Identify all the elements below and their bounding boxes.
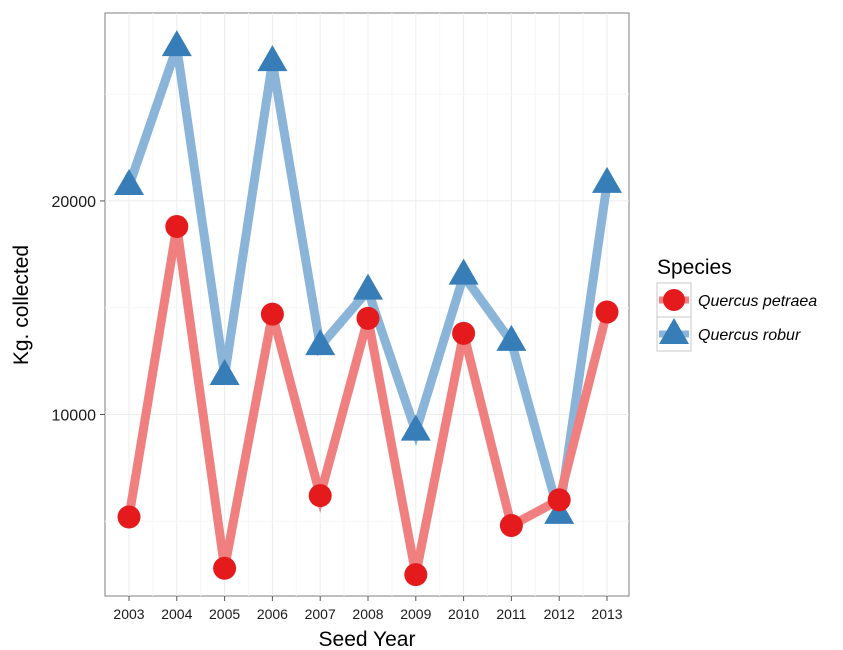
data-point-petraea [452,322,475,345]
x-tick-label: 2013 [591,606,622,622]
data-point-petraea [548,488,571,511]
data-point-petraea [309,484,332,507]
x-tick-label: 2009 [400,606,431,622]
data-point-petraea [213,557,236,580]
data-point-petraea [500,514,523,537]
x-tick-label: 2011 [496,606,526,622]
x-tick-label: 2010 [448,606,479,622]
data-point-petraea [596,300,619,323]
x-tick-label: 2012 [544,606,575,622]
x-tick-label: 2003 [113,606,144,622]
x-tick-label: 2005 [209,606,240,622]
legend-marker-circle [663,289,685,311]
y-tick-label: 20000 [52,194,97,211]
y-tick-label: 10000 [52,407,97,424]
legend-label: Quercus robur [698,327,801,344]
data-point-petraea [118,505,141,528]
x-axis-title: Seed Year [319,628,416,650]
x-tick-label: 2007 [305,606,336,622]
legend-title: Species [657,256,732,279]
data-point-petraea [261,303,284,326]
data-point-petraea [357,307,380,330]
legend-label: Quercus petraea [698,293,817,310]
y-axis-title: Kg. collected [10,245,33,365]
legend: Species Quercus petraea Quercus robur [657,256,817,351]
x-tick-label: 2008 [352,606,383,622]
data-point-petraea [165,215,188,238]
data-point-petraea [404,563,427,586]
x-tick-label: 2006 [257,606,288,622]
x-tick-label: 2004 [161,606,192,622]
